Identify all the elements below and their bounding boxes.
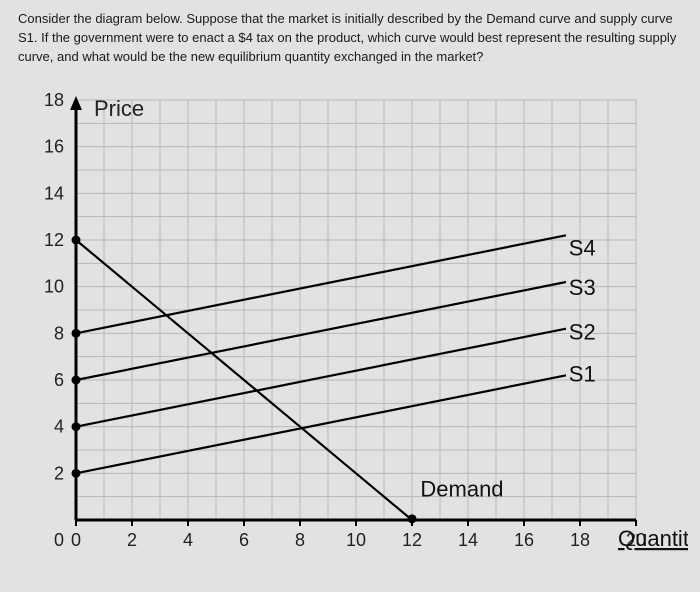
x-tick-label: 0	[71, 530, 81, 550]
supply-label-s1: S1	[569, 361, 596, 386]
data-point	[72, 422, 81, 431]
y-axis-title: Price	[94, 96, 144, 121]
supply-curve-s3	[76, 282, 566, 380]
y-tick-label: 14	[44, 183, 64, 203]
y-tick-label: 4	[54, 417, 64, 437]
x-axis-title: Quantit	[618, 526, 688, 551]
supply-demand-chart: 02468101214161820246810121416180PriceQua…	[28, 90, 688, 580]
x-tick-label: 2	[127, 530, 137, 550]
data-point	[72, 376, 81, 385]
y-tick-label: 0	[54, 530, 64, 550]
data-point	[72, 469, 81, 478]
x-tick-label: 12	[402, 530, 422, 550]
supply-curve-s4	[76, 235, 566, 333]
data-point	[72, 236, 81, 245]
x-tick-label: 6	[239, 530, 249, 550]
x-tick-label: 10	[346, 530, 366, 550]
supply-label-s2: S2	[569, 319, 596, 344]
chart-svg: 02468101214161820246810121416180PriceQua…	[28, 90, 688, 580]
supply-curve-s1	[76, 375, 566, 473]
y-tick-label: 18	[44, 90, 64, 110]
x-tick-label: 4	[183, 530, 193, 550]
y-tick-label: 2	[54, 463, 64, 483]
question-text: Consider the diagram below. Suppose that…	[0, 0, 700, 71]
y-tick-label: 10	[44, 277, 64, 297]
x-tick-label: 8	[295, 530, 305, 550]
demand-label: Demand	[420, 477, 503, 502]
y-tick-label: 6	[54, 370, 64, 390]
data-point	[72, 329, 81, 338]
y-tick-label: 16	[44, 137, 64, 157]
supply-label-s4: S4	[569, 235, 596, 260]
supply-label-s3: S3	[569, 275, 596, 300]
y-tick-label: 12	[44, 230, 64, 250]
y-tick-label: 8	[54, 323, 64, 343]
x-tick-label: 14	[458, 530, 478, 550]
supply-curve-s2	[76, 329, 566, 427]
x-tick-label: 18	[570, 530, 590, 550]
data-point	[408, 514, 417, 523]
x-tick-label: 16	[514, 530, 534, 550]
page: Consider the diagram below. Suppose that…	[0, 0, 700, 592]
